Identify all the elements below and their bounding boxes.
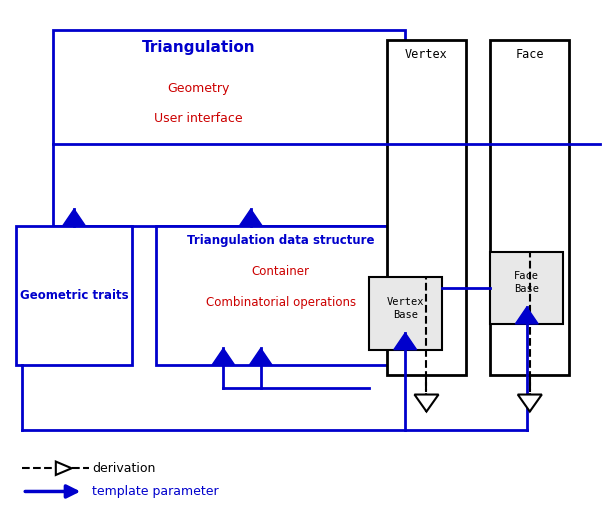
Bar: [369, 278, 442, 350]
Text: Combinatorial operations: Combinatorial operations: [206, 296, 355, 309]
Polygon shape: [516, 307, 538, 324]
Bar: [156, 226, 405, 365]
Polygon shape: [249, 348, 272, 365]
Bar: [16, 226, 132, 365]
Text: derivation: derivation: [92, 462, 156, 475]
Text: Vertex
Base: Vertex Base: [386, 297, 424, 320]
Polygon shape: [63, 209, 86, 226]
Text: Face: Face: [516, 48, 544, 61]
Polygon shape: [394, 333, 416, 350]
Text: Geometric traits: Geometric traits: [20, 289, 128, 302]
Text: Container: Container: [252, 265, 310, 278]
Polygon shape: [518, 395, 542, 411]
Polygon shape: [56, 462, 71, 475]
Text: Triangulation: Triangulation: [142, 40, 256, 55]
Polygon shape: [212, 348, 235, 365]
Text: Face
Base: Face Base: [514, 271, 539, 294]
Polygon shape: [415, 395, 439, 411]
Text: Triangulation data structure: Triangulation data structure: [187, 234, 375, 247]
Text: Geometry: Geometry: [168, 82, 230, 94]
Bar: [53, 30, 405, 226]
Polygon shape: [240, 209, 262, 226]
Text: Vertex: Vertex: [405, 48, 448, 61]
Text: template parameter: template parameter: [92, 485, 219, 498]
Bar: [490, 252, 563, 324]
Bar: [490, 40, 569, 376]
Bar: [387, 40, 466, 376]
Text: User interface: User interface: [154, 113, 243, 125]
